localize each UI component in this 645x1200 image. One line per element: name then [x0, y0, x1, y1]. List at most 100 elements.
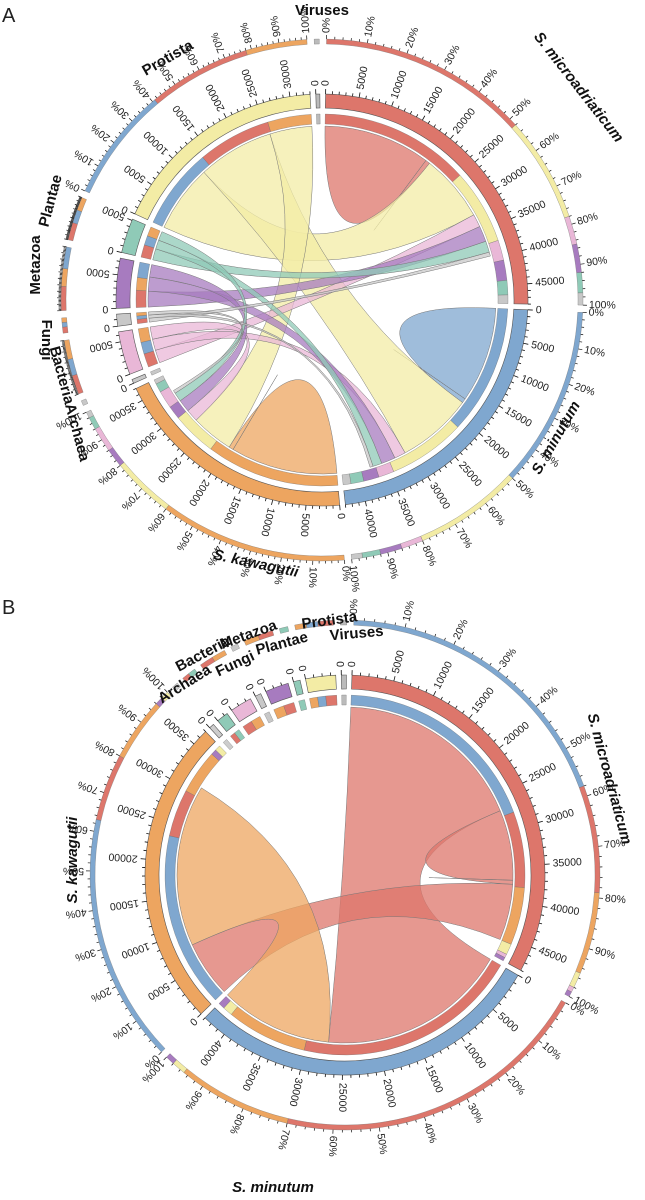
count-tick — [378, 99, 381, 103]
percent-tick — [539, 443, 543, 446]
percent-band — [230, 643, 240, 652]
percent-tick — [115, 753, 120, 757]
count-tick — [141, 194, 145, 197]
count-tick-label: 25000 — [477, 132, 507, 161]
count-tick — [480, 1021, 484, 1024]
sector-label-s-microadriaticum: S. microadriaticum — [530, 29, 627, 146]
percent-tick — [515, 122, 518, 126]
percent-tick — [133, 114, 137, 118]
count-tick-label: 40000 — [549, 902, 580, 918]
percent-tick — [588, 948, 594, 951]
count-tick-label: 30000 — [544, 807, 575, 826]
percent-tick — [101, 154, 105, 157]
count-tick — [203, 469, 206, 473]
count-tick-label: 5000 — [298, 513, 312, 537]
count-tick — [257, 1056, 261, 1061]
percent-tick — [113, 761, 117, 764]
percent-tick — [69, 223, 73, 225]
composition-band — [316, 113, 321, 125]
count-tick — [478, 432, 484, 437]
percent-tick — [569, 215, 572, 217]
percent-tick — [566, 746, 571, 749]
count-tick-label: 10000 — [120, 940, 152, 961]
count-tick — [180, 755, 184, 758]
count-tick — [156, 949, 160, 952]
count-tick — [470, 154, 473, 158]
count-tick — [236, 1043, 239, 1047]
percent-tick — [59, 264, 64, 267]
composition-band — [309, 696, 320, 709]
count-tick — [162, 784, 167, 787]
percent-tick — [122, 127, 125, 130]
count-tick-label: 35000 — [552, 856, 582, 870]
count-tick — [520, 355, 524, 358]
count-tick — [521, 248, 527, 251]
percent-band — [279, 626, 289, 634]
count-tick — [171, 443, 175, 447]
count-tick — [161, 166, 164, 169]
percent-tick — [580, 263, 585, 265]
sector-label-s-kawagutii-b: S. kawagutii — [64, 816, 81, 904]
percent-tick-label: 60% — [537, 130, 561, 152]
count-tick-label: 5000 — [145, 980, 171, 1003]
percent-tick — [71, 382, 75, 384]
count-tick-label: 30000 — [286, 1076, 304, 1107]
count-tick — [146, 832, 150, 835]
count-tick — [218, 118, 221, 122]
percent-tick — [64, 354, 67, 356]
percent-tick-label: 80% — [420, 544, 439, 568]
count-tick — [236, 108, 239, 112]
percent-tick-label: 20% — [89, 984, 113, 1004]
count-tick-label: 30000 — [427, 480, 452, 511]
percent-tick — [592, 814, 596, 817]
percent-band — [564, 989, 572, 997]
percent-tick-label: 60% — [485, 504, 508, 528]
count-tick-label: 10000 — [431, 659, 455, 691]
ribbon-s-kawagutii-to-s-minutum — [176, 787, 331, 1043]
count-tick — [242, 106, 245, 110]
composition-band — [349, 471, 364, 484]
percent-tick — [193, 1080, 196, 1084]
percent-tick — [563, 199, 566, 202]
panel-a-label: A — [2, 5, 16, 27]
count-tick — [408, 1064, 411, 1068]
count-tick — [152, 176, 156, 180]
percent-tick — [72, 215, 75, 218]
percent-tick — [429, 59, 432, 63]
percent-tick — [64, 353, 67, 355]
count-tick-label: 0 — [522, 974, 533, 987]
percent-band — [86, 409, 94, 419]
percent-tick — [149, 98, 153, 102]
percent-tick — [76, 202, 80, 205]
percent-tick — [526, 461, 530, 464]
percent-tick — [522, 467, 525, 470]
sector-arc-viruses — [341, 674, 347, 690]
percent-tick — [552, 177, 556, 179]
percent-tick — [576, 355, 580, 358]
percent-tick — [560, 192, 563, 194]
count-tick — [214, 716, 219, 722]
percent-tick — [280, 557, 282, 562]
count-tick-label: 10000 — [389, 69, 410, 101]
count-tick — [460, 145, 463, 148]
percent-tick — [68, 369, 71, 371]
count-tick — [304, 673, 306, 680]
percent-tick — [222, 54, 225, 58]
composition-band — [222, 739, 234, 751]
count-tick — [167, 438, 171, 442]
count-tick-label: 35000 — [516, 198, 548, 221]
sector-label-viruses-b: Viruses — [329, 623, 384, 645]
count-tick — [112, 273, 118, 276]
count-tick — [378, 497, 380, 502]
count-tick — [523, 256, 527, 258]
percent-tick — [169, 512, 172, 516]
percent-band — [245, 39, 308, 56]
percent-tick — [99, 790, 104, 793]
ribbon-s-microadriaticum-to-s-microadriaticum — [324, 125, 430, 231]
percent-tick — [90, 174, 93, 177]
percent-tick — [69, 222, 73, 224]
count-tick — [141, 900, 147, 903]
percent-tick — [448, 527, 451, 531]
percent-tick — [528, 696, 532, 699]
